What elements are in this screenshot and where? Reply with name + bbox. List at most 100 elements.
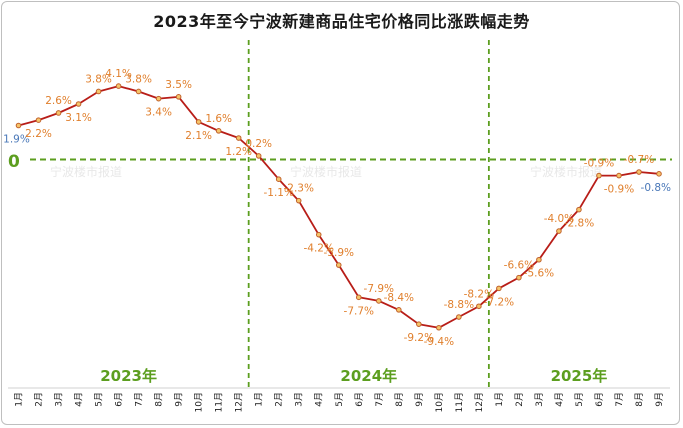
data-point bbox=[275, 176, 282, 182]
x-tick-label: 3月 bbox=[534, 392, 545, 407]
data-point bbox=[55, 110, 62, 116]
x-tick-label: 10月 bbox=[434, 392, 445, 412]
x-tick-label: 5月 bbox=[574, 392, 585, 407]
x-tick-label: 6月 bbox=[354, 392, 365, 407]
guide-lines bbox=[30, 40, 672, 388]
data-point bbox=[75, 101, 82, 107]
data-point bbox=[496, 285, 502, 292]
data-point bbox=[375, 298, 382, 304]
year-label: 2024年 bbox=[340, 367, 397, 385]
x-tick-label: 4月 bbox=[554, 392, 565, 407]
year-label: 2023年 bbox=[100, 367, 157, 385]
data-point bbox=[616, 172, 622, 179]
x-tick-label: 3月 bbox=[54, 392, 65, 407]
x-tick-label: 1月 bbox=[494, 392, 505, 407]
x-tick-label: 5月 bbox=[94, 392, 105, 407]
data-label: -4.2% bbox=[304, 243, 334, 255]
data-point bbox=[576, 206, 582, 213]
data-label: 3.8% bbox=[85, 73, 112, 85]
data-point bbox=[395, 307, 402, 313]
data-label: -2.3% bbox=[283, 183, 313, 195]
data-point bbox=[556, 228, 562, 234]
data-point bbox=[215, 128, 222, 134]
x-tick-label: 10月 bbox=[194, 392, 205, 412]
data-label: -1.1% bbox=[263, 187, 293, 199]
data-label: 2.2% bbox=[25, 128, 52, 140]
data-label: 3.8% bbox=[125, 73, 152, 85]
data-label: -2.8% bbox=[564, 218, 594, 230]
data-point bbox=[195, 119, 202, 125]
x-tick-label: 7月 bbox=[614, 392, 625, 407]
x-tick-label: 2月 bbox=[34, 392, 45, 407]
data-point bbox=[315, 231, 322, 238]
x-tick-label: 9月 bbox=[414, 392, 425, 407]
data-label: -0.7% bbox=[624, 154, 654, 166]
data-label: -0.9% bbox=[604, 184, 634, 196]
data-point bbox=[15, 122, 22, 129]
data-label: -7.7% bbox=[344, 305, 374, 317]
series-line-group bbox=[18, 85, 660, 329]
data-label: -8.8% bbox=[444, 299, 474, 311]
data-label: 2.1% bbox=[185, 130, 212, 142]
data-point bbox=[175, 94, 182, 100]
x-tick-label: 6月 bbox=[594, 392, 605, 407]
data-point bbox=[476, 303, 482, 310]
watermark-text: 宁波楼市报道 bbox=[290, 164, 362, 179]
data-point bbox=[295, 197, 302, 204]
x-tick-label: 7月 bbox=[374, 392, 385, 407]
data-point bbox=[416, 321, 422, 327]
data-point bbox=[115, 83, 122, 89]
data-point bbox=[255, 153, 262, 159]
x-tick-label: 1月 bbox=[14, 392, 25, 407]
data-point bbox=[35, 117, 42, 123]
x-tick-label: 4月 bbox=[74, 392, 85, 407]
data-label: 1.9% bbox=[3, 133, 30, 145]
data-point bbox=[355, 294, 362, 301]
data-point bbox=[596, 172, 602, 179]
x-tick-label: 6月 bbox=[114, 392, 125, 407]
x-tick-label: 11月 bbox=[454, 392, 465, 412]
x-tick-label: 9月 bbox=[654, 392, 665, 407]
data-point bbox=[436, 324, 442, 331]
year-label: 2025年 bbox=[551, 367, 608, 385]
x-tick-label: 9月 bbox=[174, 392, 185, 407]
data-label: 3.5% bbox=[165, 79, 192, 91]
zero-axis-label: 0 bbox=[8, 152, 20, 172]
data-label: 0.2% bbox=[245, 138, 272, 150]
x-tick-label: 11月 bbox=[214, 392, 225, 412]
data-point bbox=[456, 314, 462, 320]
data-point bbox=[95, 88, 102, 95]
data-point bbox=[235, 135, 242, 141]
chart-title: 2023年至今宁波新建商品住宅价格同比涨跌幅走势 bbox=[153, 12, 530, 31]
watermarks: 宁波楼市报道 宁波楼市报道 宁波楼市报道 bbox=[50, 164, 602, 179]
data-label: 2.6% bbox=[45, 95, 72, 107]
data-label: 4.1% bbox=[105, 68, 132, 80]
year-labels: 2023年 2024年 2025年 bbox=[100, 367, 607, 385]
x-tick-label: 12月 bbox=[474, 392, 485, 412]
x-tick-label: 8月 bbox=[634, 392, 645, 407]
x-tick-label: 1月 bbox=[254, 392, 265, 407]
data-label: 1.6% bbox=[205, 113, 232, 125]
data-point bbox=[636, 169, 642, 175]
x-tick-label: 2月 bbox=[274, 392, 285, 407]
watermark-text: 宁波楼市报道 bbox=[530, 164, 602, 179]
data-label: -7.9% bbox=[364, 283, 394, 295]
data-point bbox=[516, 274, 522, 281]
data-label: -5.9% bbox=[324, 247, 354, 259]
data-label: -9.4% bbox=[424, 336, 454, 348]
x-tick-label: 3月 bbox=[294, 392, 305, 407]
data-label: -8.2% bbox=[464, 288, 494, 300]
data-point bbox=[135, 88, 142, 95]
x-tick-label: 2月 bbox=[514, 392, 525, 407]
data-point bbox=[335, 262, 342, 268]
data-point bbox=[536, 256, 542, 263]
data-point bbox=[155, 95, 162, 102]
x-tick-label: 5月 bbox=[334, 392, 345, 407]
data-label: 1.2% bbox=[225, 146, 252, 158]
x-tick-label: 8月 bbox=[154, 392, 165, 407]
data-labels: 1.9%2.2% 2.6% 3.1% 3.8%4.1%3.8% 3.4% 3.5% 2.1%… bbox=[3, 68, 671, 348]
watermark-text: 宁波楼市报道 bbox=[50, 164, 122, 179]
price-index-line bbox=[18, 85, 660, 329]
